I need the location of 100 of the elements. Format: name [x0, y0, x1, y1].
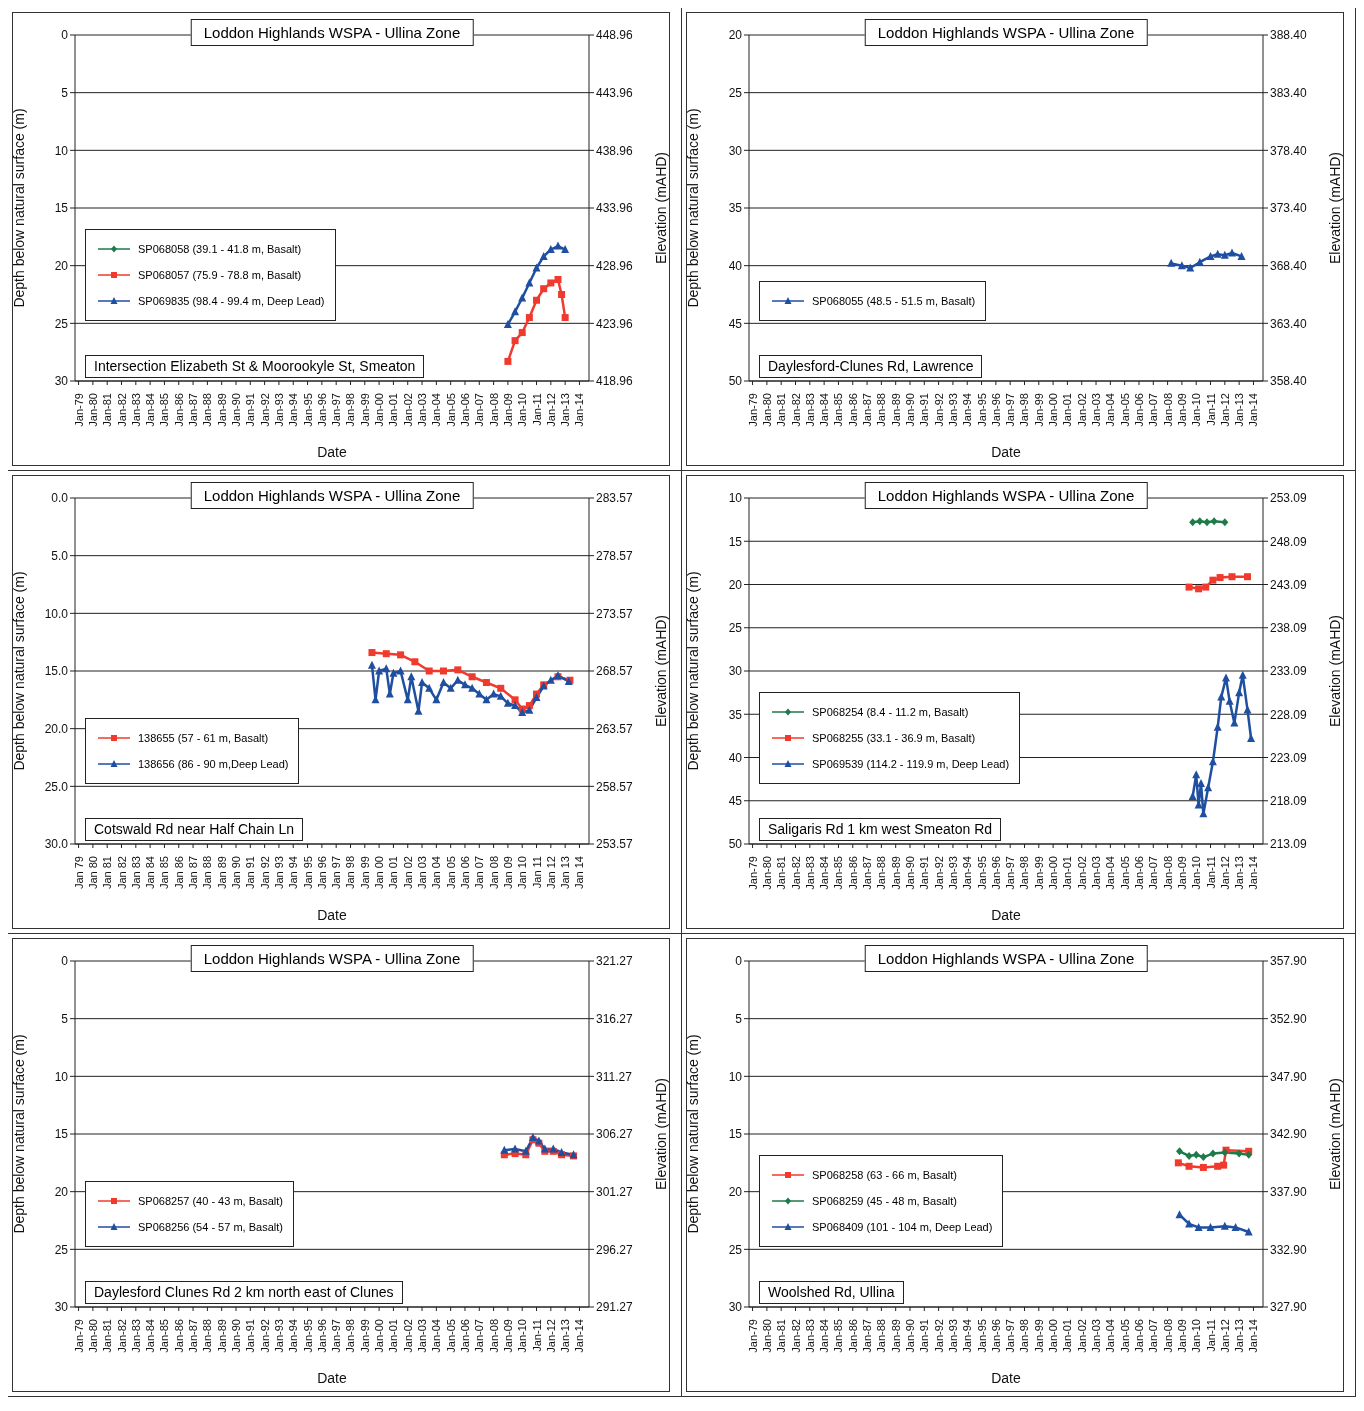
- x-tick-label: Jan-05: [1118, 856, 1131, 890]
- x-tick-label: Jan-02: [401, 1319, 414, 1353]
- legend-label: SP068057 (75.9 - 78.8 m, Basalt): [138, 269, 302, 281]
- x-tick-label: Jan 04: [430, 856, 443, 890]
- x-tick-label: Jan-05: [444, 1319, 457, 1353]
- chart-title: Loddon Highlands WSPA - Ullina Zone: [864, 945, 1148, 972]
- x-tick-label: Jan-04: [430, 393, 443, 427]
- y2-tick-label: 296.27: [596, 1242, 634, 1257]
- x-tick-label: Jan-84: [144, 393, 157, 427]
- x-tick-label: Jan-81: [775, 1319, 788, 1353]
- y-tick-label: 40: [728, 750, 743, 765]
- y-tick-label: 20: [54, 258, 69, 273]
- x-tick-label: Jan-83: [129, 1319, 142, 1353]
- y-tick-label: 25: [54, 316, 69, 331]
- x-tick-label: Jan-90: [904, 1319, 916, 1353]
- x-tick-label: Jan-04: [1104, 393, 1117, 427]
- y2-tick-label: 306.27: [596, 1127, 634, 1142]
- x-tick-label: Jan-98: [344, 1319, 357, 1353]
- annotation: Cotswald Rd near Half Chain Ln: [85, 818, 303, 841]
- x-tick-label: Jan-95: [301, 393, 314, 427]
- y-tick-label: 25: [728, 621, 743, 636]
- y-tick-label: 0: [61, 954, 69, 969]
- x-tick-label: Jan-11: [1204, 1319, 1217, 1352]
- y-tick-label: 25: [54, 1242, 69, 1257]
- x-tick-label: Jan-92: [932, 393, 945, 427]
- x-tick-label: Jan-86: [846, 856, 859, 890]
- legend-label: SP068058 (39.1 - 41.8 m, Basalt): [138, 243, 302, 255]
- x-tick-label: Jan-88: [875, 393, 888, 427]
- x-tick-label: Jan-11: [530, 1319, 543, 1352]
- y-tick-label: 20: [728, 1184, 743, 1199]
- x-tick-label: Jan-85: [832, 856, 845, 890]
- y2-axis-title: Elevation (mAHD): [652, 1077, 669, 1191]
- x-tick-label: Jan-84: [818, 393, 831, 427]
- x-tick-label: Jan 91: [244, 856, 257, 890]
- x-tick-label: Jan-09: [1175, 856, 1188, 890]
- y2-tick-label: 373.40: [1270, 201, 1308, 216]
- x-tick-label: Jan-99: [358, 1319, 371, 1353]
- legend-label: SP068256 (54 - 57 m, Basalt): [138, 1221, 283, 1233]
- x-tick-label: Jan-98: [1018, 856, 1031, 890]
- legend-label: 138656 (86 - 90 m,Deep Lead): [138, 758, 289, 770]
- x-tick-label: Jan 02: [401, 856, 414, 890]
- y2-tick-label: 347.90: [1270, 1069, 1308, 1084]
- x-tick-label: Jan 88: [201, 856, 214, 890]
- x-tick-label: Jan-03: [416, 393, 429, 427]
- x-tick-label: Jan-07: [1147, 1319, 1160, 1353]
- y-axis-title: Depth below natural surface (m): [684, 1034, 701, 1234]
- y2-tick-label: 383.40: [1270, 85, 1308, 100]
- x-tick-label: Jan 06: [458, 856, 471, 890]
- x-tick-label: Jan-79: [746, 393, 759, 427]
- y-tick-label: 35: [728, 201, 743, 216]
- x-tick-label: Jan-86: [846, 1319, 859, 1353]
- x-tick-label: Jan-02: [1075, 856, 1088, 890]
- y-tick-label: 5: [735, 1011, 743, 1026]
- x-tick-label: Jan-06: [1132, 1319, 1145, 1353]
- y2-tick-label: 238.09: [1270, 621, 1308, 636]
- x-tick-label: Jan-80: [760, 1319, 773, 1353]
- x-tick-label: Jan-94: [961, 856, 974, 890]
- y2-tick-label: 332.90: [1270, 1242, 1308, 1257]
- x-tick-label: Jan-79: [746, 856, 759, 890]
- x-tick-label: Jan-94: [961, 393, 974, 427]
- y2-tick-label: 321.27: [596, 954, 634, 969]
- x-tick-label: Jan-92: [932, 856, 945, 890]
- x-axis-title: Date: [317, 907, 347, 923]
- y-tick-label: 25: [728, 1242, 743, 1257]
- x-tick-label: Jan-95: [975, 393, 988, 427]
- y2-tick-label: 352.90: [1270, 1011, 1308, 1026]
- x-tick-label: Jan-14: [573, 393, 586, 427]
- x-tick-label: Jan-86: [846, 393, 859, 427]
- x-tick-label: Jan-84: [818, 1319, 831, 1353]
- x-tick-label: Jan-02: [1075, 393, 1088, 427]
- x-tick-label: Jan-03: [1090, 393, 1103, 427]
- x-tick-label: Jan-84: [144, 1319, 157, 1353]
- legend-label: SP068254 (8.4 - 11.2 m, Basalt): [812, 706, 969, 718]
- annotation: Daylesford-Clunes Rd, Lawrence: [759, 355, 983, 378]
- y2-tick-label: 358.40: [1270, 374, 1308, 389]
- chart-title: Loddon Highlands WSPA - Ullina Zone: [190, 482, 474, 509]
- y2-tick-label: 301.27: [596, 1184, 634, 1199]
- annotation: Intersection Elizabeth St & Moorookyle St, Smeaton: [85, 355, 425, 378]
- x-tick-label: Jan-93: [946, 393, 959, 427]
- x-tick-label: Jan-91: [918, 393, 931, 427]
- legend-label: SP068258 (63 - 66 m, Basalt): [812, 1169, 957, 1181]
- x-tick-label: Jan-87: [187, 1319, 200, 1353]
- y-tick-label: 35: [728, 707, 743, 722]
- x-tick-label: Jan 95: [301, 856, 314, 890]
- x-axis-title: Date: [991, 1370, 1021, 1386]
- x-tick-label: Jan-12: [1218, 1319, 1231, 1353]
- y2-axis-title: Elevation (mAHD): [652, 151, 669, 265]
- y-tick-label: 30: [728, 143, 743, 158]
- y2-tick-label: 357.90: [1270, 954, 1308, 969]
- annotation: Woolshed Rd, Ullina: [759, 1281, 904, 1304]
- x-tick-label: Jan-96: [315, 393, 328, 427]
- y2-tick-label: 253.09: [1270, 491, 1308, 506]
- x-tick-label: Jan-94: [287, 1319, 300, 1353]
- x-tick-label: Jan-82: [789, 1319, 802, 1353]
- y-tick-label: 30.0: [44, 837, 69, 852]
- y-tick-label: 5.0: [51, 548, 69, 563]
- chart-title: Loddon Highlands WSPA - Ullina Zone: [190, 945, 474, 972]
- x-tick-label: Jan-83: [803, 393, 816, 427]
- x-tick-label: Jan-85: [832, 393, 845, 427]
- y2-tick-label: 278.57: [596, 548, 634, 563]
